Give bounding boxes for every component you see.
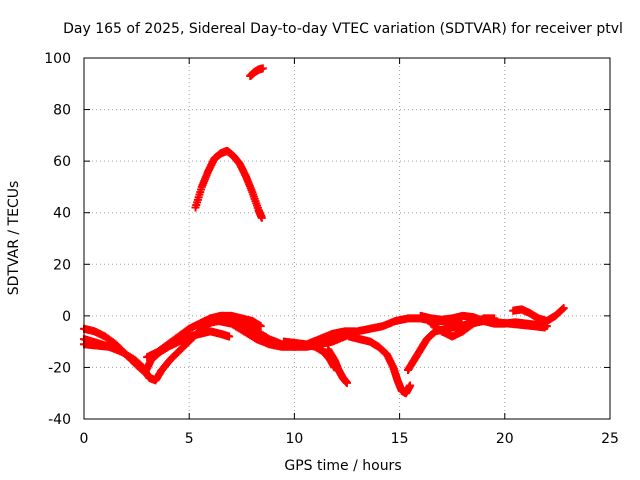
series-track-m	[191, 146, 266, 222]
y-tick-label: 0	[62, 309, 71, 325]
x-tick-label: 5	[185, 431, 194, 447]
series-track-l	[80, 335, 122, 354]
series-track-k	[509, 304, 568, 326]
series-track-n	[246, 64, 267, 81]
y-tick-label: -20	[48, 360, 71, 376]
x-tick-label: 0	[80, 431, 89, 447]
grid-lines	[84, 58, 610, 419]
y-tick-label: 80	[53, 103, 71, 119]
data-point	[559, 304, 568, 313]
series-track-c	[143, 311, 265, 362]
data-point	[406, 381, 415, 390]
data-point	[490, 314, 499, 323]
y-tick-label: 100	[44, 51, 71, 67]
data-point	[225, 332, 234, 341]
y-axis-label: SDTVAR / TECUs	[6, 181, 22, 296]
x-tick-label: 25	[601, 431, 619, 447]
x-tick-label: 10	[285, 431, 303, 447]
y-tick-label: 60	[53, 154, 71, 170]
data-points	[80, 64, 568, 398]
data-point	[343, 378, 351, 387]
series-track-j	[427, 314, 499, 341]
x-tick-label: 15	[391, 431, 409, 447]
chart-title: Day 165 of 2025, Sidereal Day-to-day VTE…	[63, 21, 623, 37]
y-tick-label: -40	[48, 412, 71, 428]
series-track-g	[345, 332, 415, 398]
y-tick-labels: -40 -20 0 20 40 60 80 100	[44, 51, 71, 428]
y-tick-label: 20	[53, 257, 71, 273]
y-tick-label: 40	[53, 206, 71, 222]
series-track-f	[324, 345, 351, 387]
series-track-i	[416, 311, 551, 331]
data-point	[256, 322, 265, 331]
data-point	[113, 345, 122, 354]
plot-frame	[83, 57, 611, 420]
x-axis-label: GPS time / hours	[284, 458, 401, 474]
x-tick-label: 20	[496, 431, 514, 447]
data-point	[257, 213, 266, 222]
x-tick-labels: 0 5 10 15 20 25	[80, 431, 619, 447]
data-point	[258, 64, 267, 73]
